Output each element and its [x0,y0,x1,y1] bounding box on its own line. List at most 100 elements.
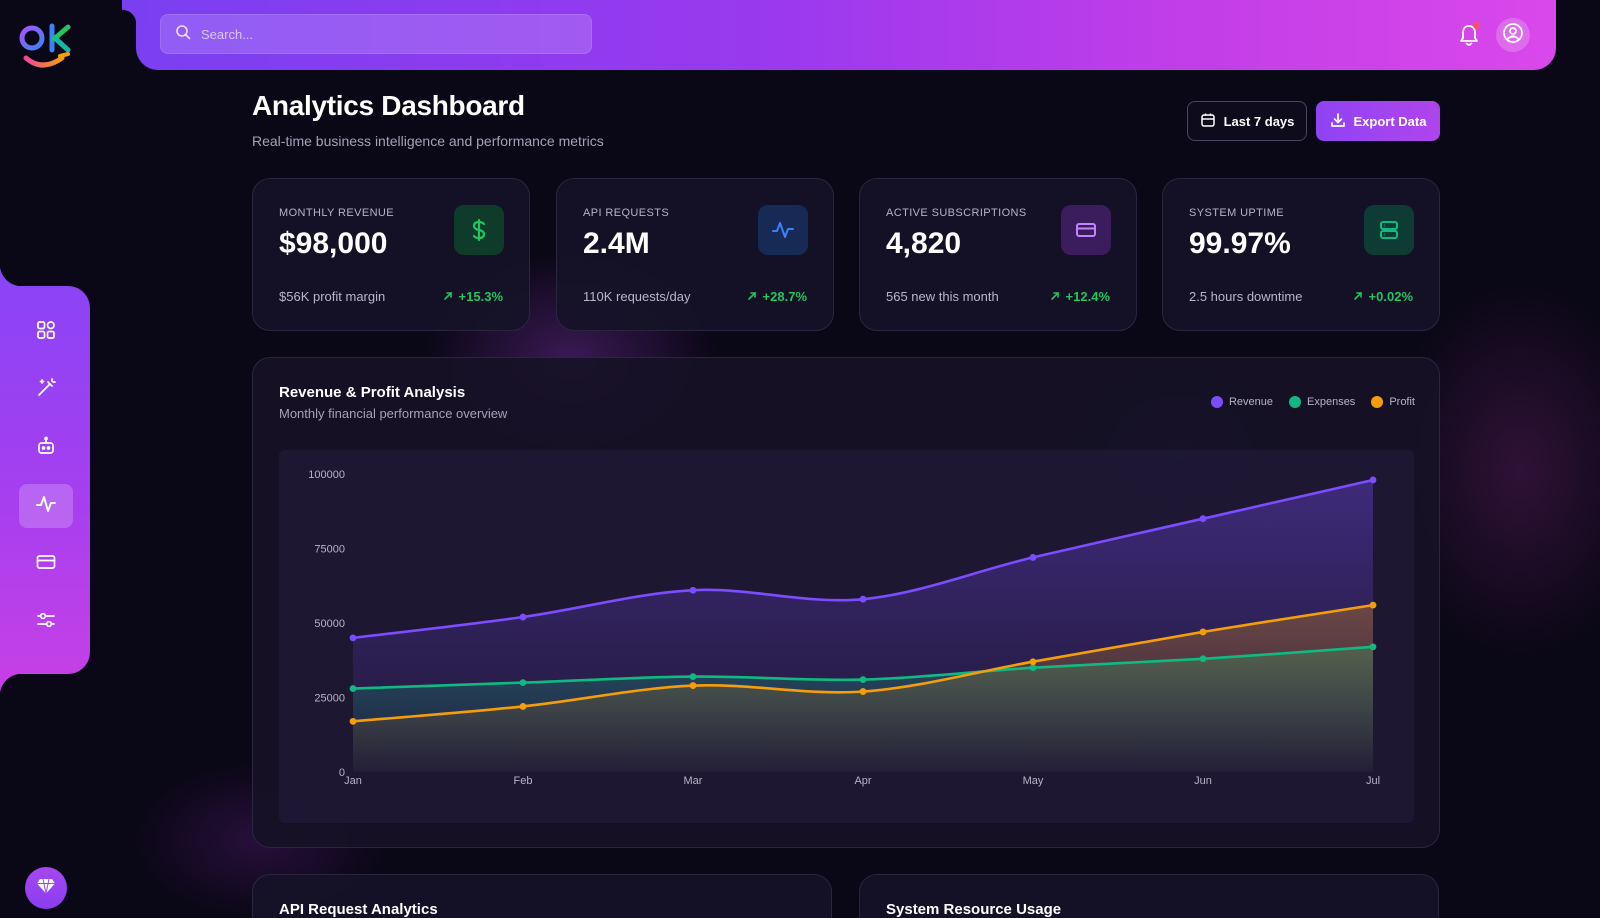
date-range-label: Last 7 days [1223,113,1295,129]
stat-footnote: 2.5 hours downtime [1189,289,1303,304]
sidebar-item-bot[interactable] [19,426,73,470]
user-circle-icon [1502,22,1524,49]
data-point-profit [859,688,867,695]
y-tick-label: 25000 [314,693,345,705]
sidebar-item-billing[interactable] [19,542,73,586]
search-box[interactable] [160,14,592,54]
data-point-revenue [349,634,357,642]
sidebar-nav [0,264,90,696]
data-point-profit [349,717,357,725]
x-tick-label: Jul [1366,775,1380,787]
stat-footnote: 565 new this month [886,289,999,304]
data-point-profit [519,703,527,710]
diamond-icon [36,877,56,900]
bell-icon[interactable] [1456,21,1482,49]
data-point-expenses [1029,664,1037,672]
data-point-expenses [519,679,527,686]
data-point-expenses [349,685,357,692]
search-icon [175,24,191,45]
chart-legend: Revenue Expenses Profit [1210,396,1415,408]
stat-card-revenue: MONTHLY REVENUE $98,000 $56K profit marg… [252,178,530,331]
legend-label: Profit [1389,396,1415,408]
data-point-revenue [1369,476,1377,484]
page-subtitle: Real-time business intelligence and perf… [252,133,604,149]
data-point-expenses [1199,655,1207,663]
dollar-icon [454,205,504,255]
calendar-icon [1200,112,1216,131]
page-title: Analytics Dashboard [252,90,525,121]
stat-change: +28.7% [747,289,807,304]
chart-plot-area: 0 25000 50000 75000 100000 Jan Feb Mar Apr May Jun… [279,450,1414,823]
data-point-expenses [689,673,697,681]
notification-dot [1473,22,1480,29]
stat-footnote: 110K requests/day [583,289,691,304]
stat-change-value: +28.7% [762,289,807,304]
y-tick-label: 100000 [308,469,345,481]
export-data-button[interactable]: Export Data [1316,101,1440,141]
data-point-expenses [859,676,867,684]
data-point-revenue [689,586,697,594]
stat-change-value: +15.3% [458,289,503,304]
x-tick-label: Feb [514,775,533,787]
panel-title: System Resource Usage [886,901,1062,918]
legend-swatch [1289,396,1301,408]
dashboard-grid-icon [35,319,57,346]
stat-card-subscriptions: ACTIVE SUBSCRIPTIONS 4,820 565 new this … [859,178,1137,331]
revenue-chart-panel: Revenue & Profit Analysis Monthly financ… [252,357,1440,848]
x-tick-label: Jun [1194,775,1212,787]
legend-label: Revenue [1228,396,1273,408]
stat-card-uptime: SYSTEM UPTIME 99.97% 2.5 hours downtime … [1162,178,1440,331]
trend-up-icon [1353,289,1363,304]
data-point-profit [1369,601,1377,609]
stat-change-value: +12.4% [1065,289,1110,304]
premium-button[interactable] [25,867,67,909]
data-point-revenue [859,595,867,603]
legend-item-profit[interactable]: Profit [1371,396,1415,408]
trend-up-icon [747,289,757,304]
y-tick-label: 75000 [314,544,345,556]
area-chart: 0 25000 50000 75000 100000 Jan Feb Mar Apr May Jun… [308,469,1380,787]
x-tick-label: Jan [344,775,362,787]
user-profile-button[interactable] [1496,18,1530,52]
y-tick-label: 0 [339,767,345,779]
stat-label: MONTHLY REVENUE [279,207,395,219]
data-point-revenue [519,613,527,621]
chart-title: Revenue & Profit Analysis [279,384,466,401]
x-tick-label: Apr [854,775,871,787]
legend-item-expenses[interactable]: Expenses [1289,396,1355,408]
stat-label: API REQUESTS [583,207,670,219]
stat-change: +15.3% [443,289,503,304]
stat-footnote: $56K profit margin [279,289,386,304]
api-analytics-panel: API Request Analytics [252,874,832,918]
x-tick-label: Mar [684,775,703,787]
stat-label: ACTIVE SUBSCRIPTIONS [886,207,1027,219]
stat-value: 99.97% [1189,227,1291,260]
credit-card-icon [35,551,57,578]
activity-pulse-icon [758,205,808,255]
data-point-profit [1199,628,1207,636]
data-point-revenue [1199,515,1207,523]
resource-usage-panel: System Resource Usage [859,874,1439,918]
credit-card-icon [1061,205,1111,255]
download-icon [1330,112,1346,131]
top-header-bar [122,0,1556,70]
legend-swatch [1210,396,1223,408]
sidebar-item-magic[interactable] [19,368,73,412]
trend-up-icon [1050,289,1060,304]
sidebar-item-settings[interactable] [19,600,73,644]
stat-change-value: +0.02% [1368,289,1413,304]
search-input[interactable] [201,26,561,42]
panel-title: API Request Analytics [279,901,438,918]
sidebar-item-dashboard[interactable] [19,310,73,354]
data-point-profit [1029,658,1037,666]
chart-subtitle: Monthly financial performance overview [279,406,508,421]
stat-value: 4,820 [886,227,962,260]
app-logo[interactable] [14,20,78,80]
sidebar-item-analytics[interactable] [19,484,73,528]
stat-label: SYSTEM UPTIME [1189,207,1285,219]
legend-item-revenue[interactable]: Revenue [1210,396,1273,408]
robot-icon [35,435,57,462]
date-range-button[interactable]: Last 7 days [1187,101,1307,141]
y-tick-label: 50000 [314,618,345,630]
magic-wand-icon [35,377,57,404]
